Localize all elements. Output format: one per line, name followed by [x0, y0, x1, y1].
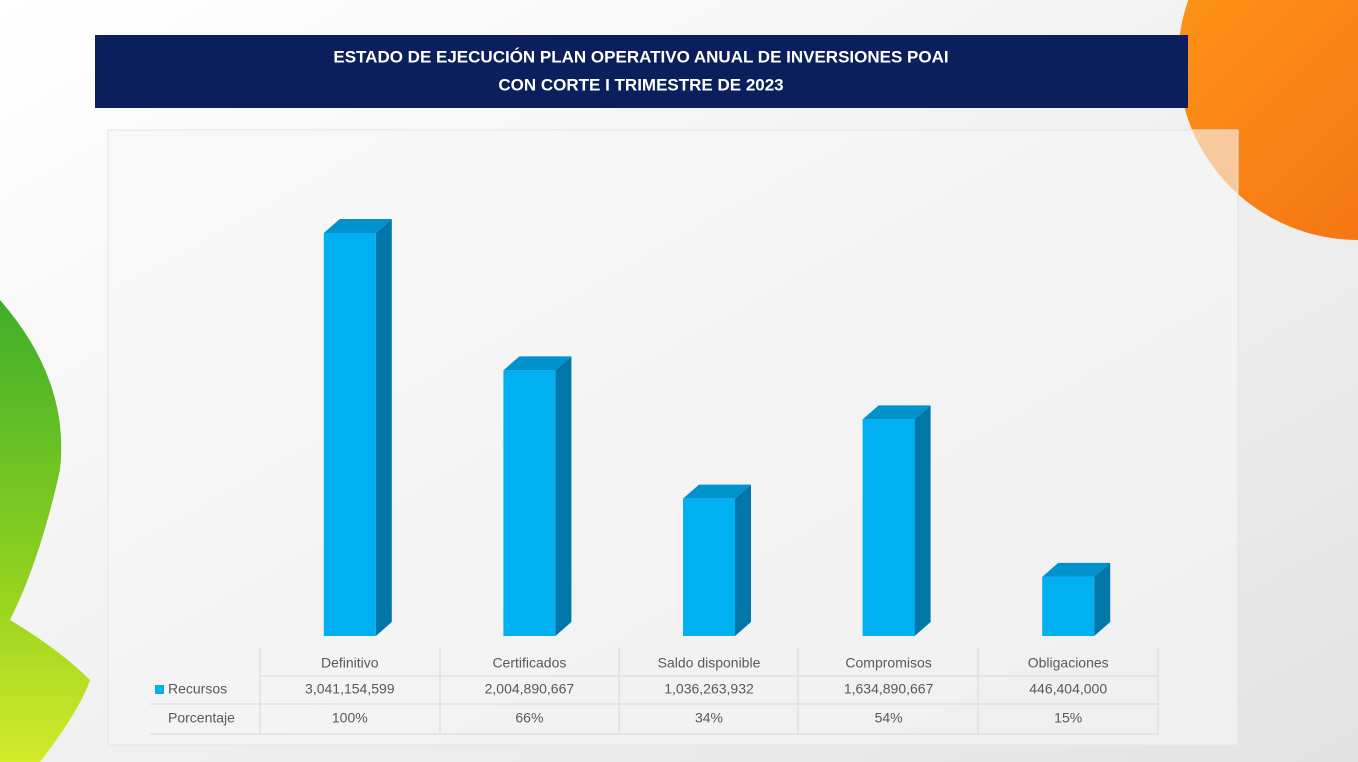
bar-side [375, 219, 392, 636]
bar [503, 370, 556, 636]
value-label: 446,404,000 [1029, 681, 1107, 697]
category-label: Definitivo [321, 655, 379, 671]
value-label: 1,036,263,932 [664, 681, 754, 697]
percent-label: 100% [332, 710, 368, 726]
bar [323, 233, 376, 636]
category-label: Certificados [492, 655, 566, 671]
bar [862, 419, 915, 636]
table-grid [150, 648, 1159, 735]
percent-label: 34% [695, 710, 723, 726]
category-label: Saldo disponible [658, 655, 761, 671]
chart-area [107, 129, 1239, 746]
bar-top [503, 356, 572, 371]
percent-label: 54% [875, 710, 903, 726]
title-banner [95, 35, 1188, 108]
value-label: 3,041,154,599 [305, 681, 395, 697]
chart-subtitle: CON CORTE I TRIMESTRE DE 2023 [498, 75, 783, 94]
bar-side [1094, 562, 1111, 636]
value-label: 2,004,890,667 [485, 681, 575, 697]
bar [683, 498, 735, 636]
percent-label: 66% [515, 710, 543, 726]
category-label: Obligaciones [1028, 655, 1109, 671]
bar-top [323, 219, 392, 233]
legend-label: Recursos [168, 681, 227, 697]
orange-decoration [1178, 0, 1358, 240]
value-label: 1,634,890,667 [844, 681, 934, 697]
legend-swatch [155, 685, 164, 694]
bar-side [735, 484, 751, 636]
bar-side [555, 356, 572, 636]
bar-side [914, 405, 931, 636]
bar-top [683, 484, 751, 499]
green-decoration [0, 300, 90, 762]
percent-label: 15% [1054, 710, 1082, 726]
bar [1042, 576, 1095, 636]
bar-top [1042, 562, 1111, 577]
bar-top [862, 405, 931, 420]
category-label: Compromisos [845, 655, 931, 671]
chart-title: ESTADO DE EJECUCIÓN PLAN OPERATIVO ANUAL… [333, 47, 948, 66]
row-label: Porcentaje [168, 710, 235, 726]
